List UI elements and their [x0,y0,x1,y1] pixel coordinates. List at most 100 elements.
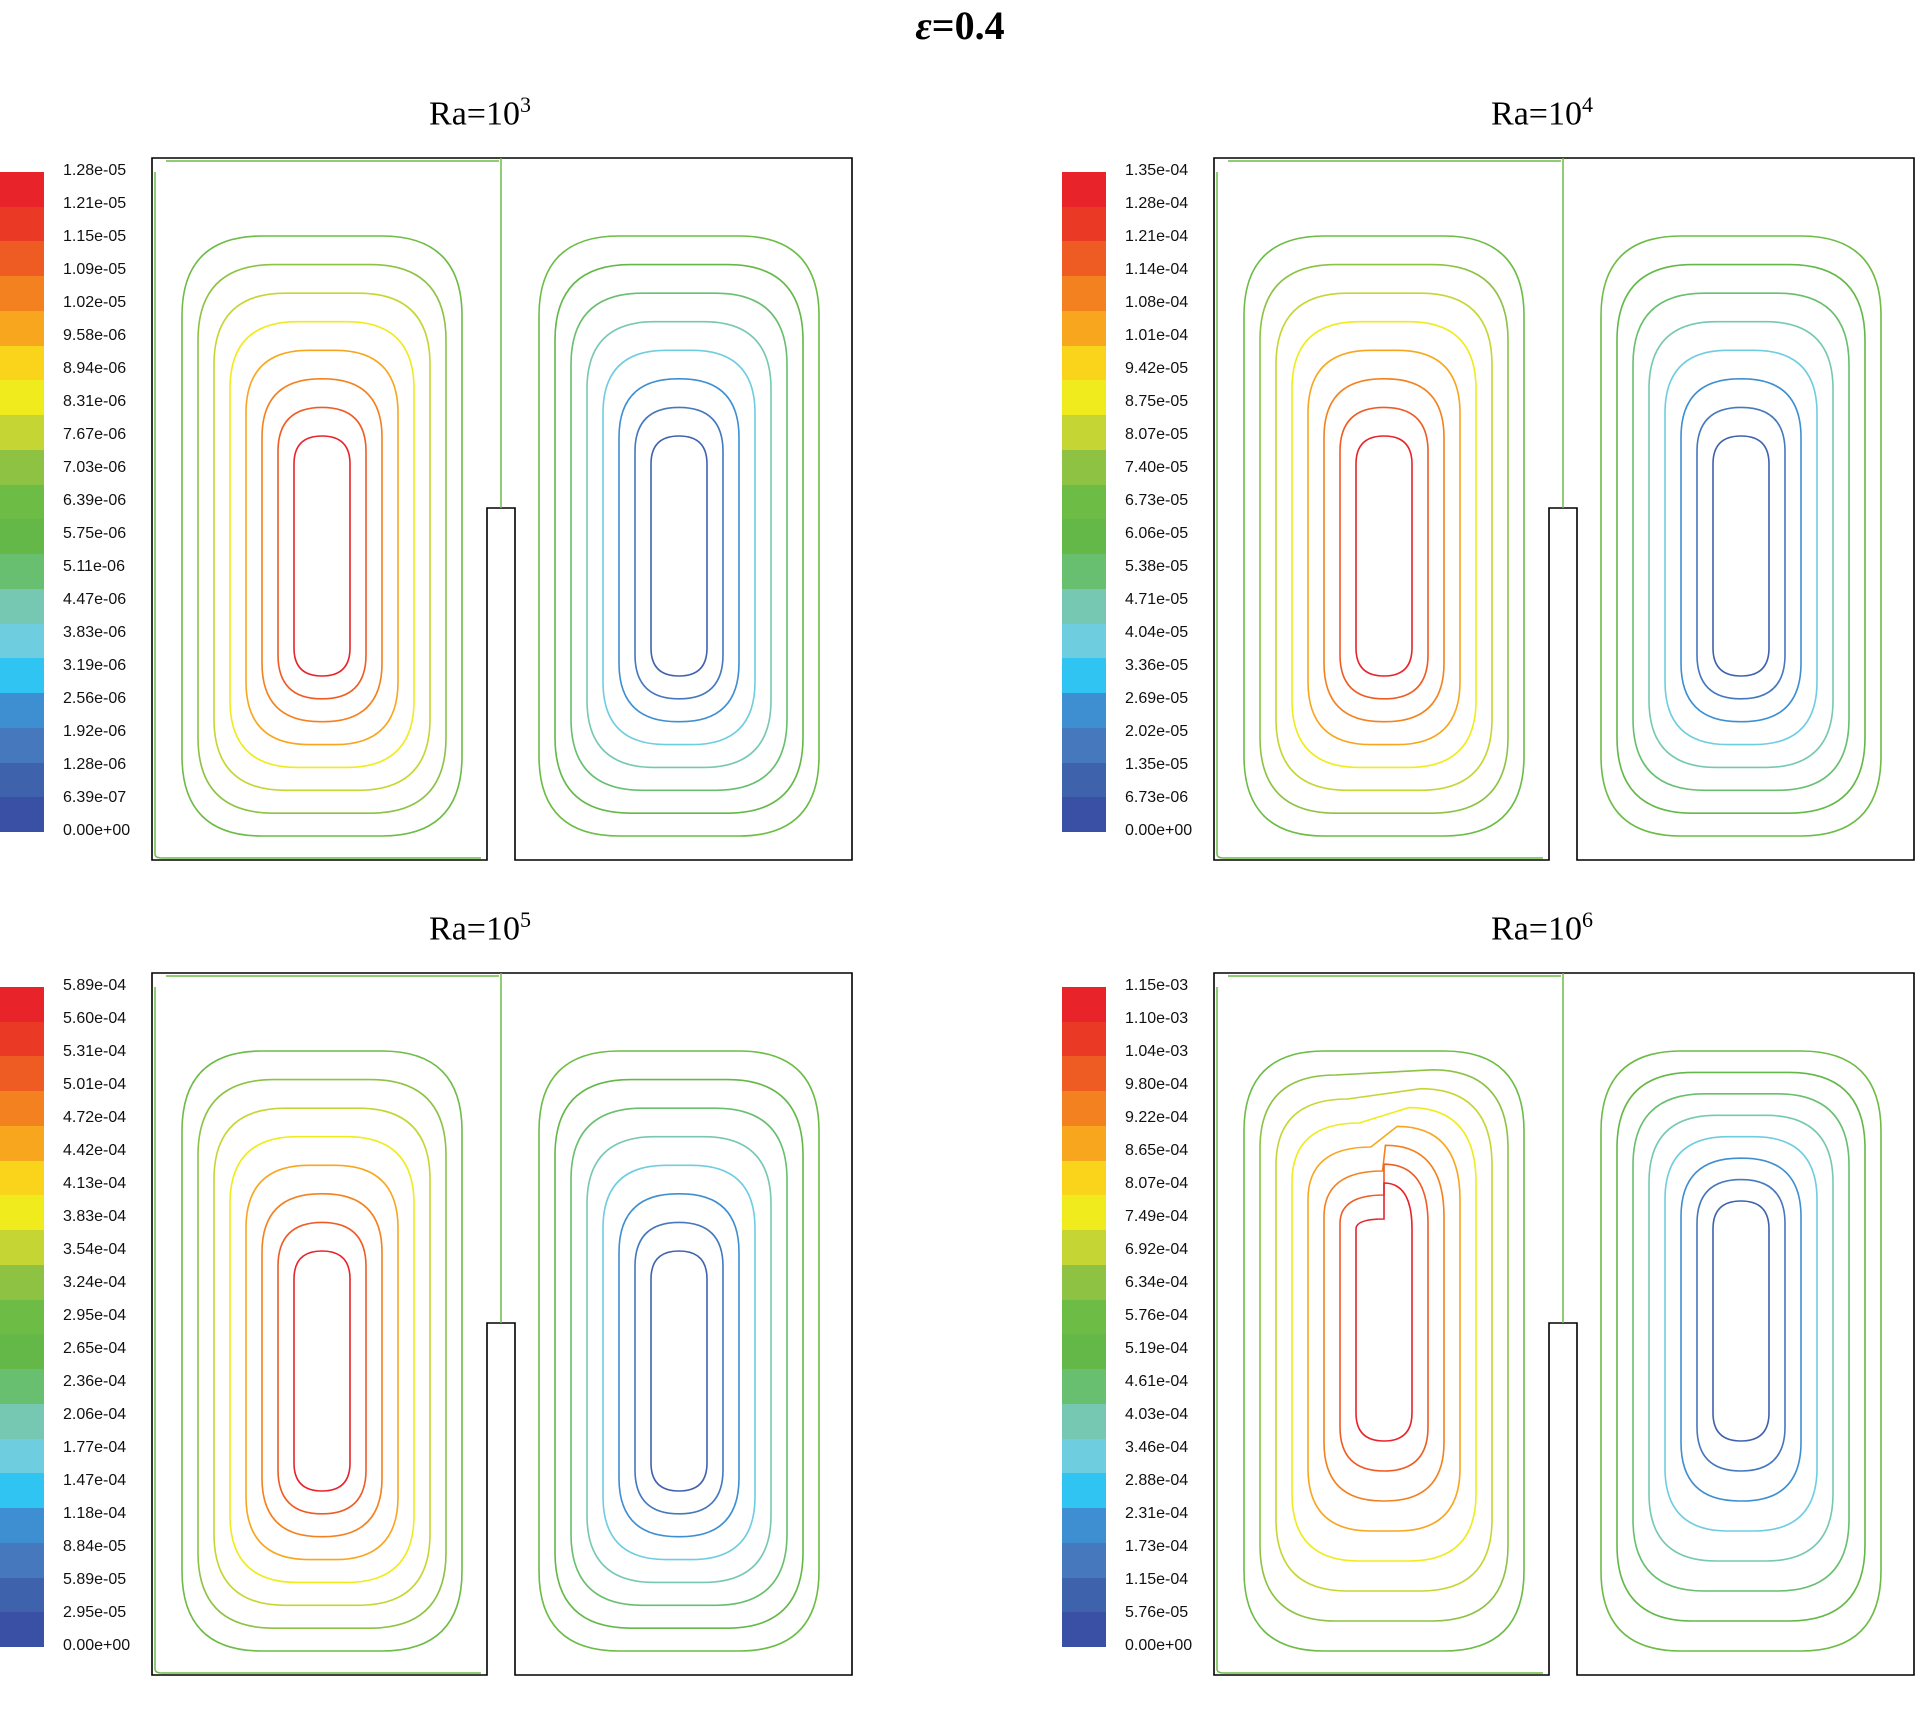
streamline-contour [650,1250,708,1492]
streamline-contour [538,235,820,837]
outer-streamline [154,975,499,1674]
colorbar-tick-label: 2.95e-05 [63,1604,127,1621]
streamline-contour [586,1135,772,1584]
streamline-contour [229,320,415,769]
colorbar-tick-label: 4.71e-05 [1125,591,1189,608]
colorbar-tick-label: 4.04e-05 [1125,624,1189,641]
streamline-contour [634,1221,724,1515]
colorbar-swatch [0,1438,44,1474]
colorbar-swatch [1062,1612,1106,1648]
colorbar-swatch [1062,1264,1106,1301]
colorbar-swatch [0,519,44,555]
streamline-contour [1616,263,1866,814]
colorbar-tick-label: 0.00e+00 [1125,822,1193,839]
panel-ra-1e5: Ra=105 5.89e-04 5.60e-04 5.31e-04 5.01e-04 4… [0,907,960,1727]
colorbar-tick-label: 8.84e-05 [63,1538,127,1555]
streamline-contour [261,1193,383,1538]
streamline-contour [293,1250,351,1492]
panel-title-base: Ra=10 [429,910,520,948]
right-vortex [538,235,820,837]
colorbar-tick-label: 2.56e-06 [63,690,127,707]
colorbar-swatch [1062,172,1106,208]
streamline-contour [1355,1182,1413,1442]
colorbar-tick-label: 7.67e-06 [63,426,127,443]
colorbar [1062,172,1106,833]
colorbar-swatch [0,658,44,694]
colorbar-swatch [1062,623,1106,659]
streamline-plot [1213,157,1915,861]
colorbar-tick-label: 1.02e-05 [63,294,127,311]
streamline-contour [245,1164,399,1561]
enclosure-wall [151,157,853,861]
colorbar-tick-label: 1.28e-06 [63,756,127,773]
colorbar-swatch [0,588,44,625]
streamline-contour [650,435,708,677]
colorbar-swatch [1062,797,1106,833]
colorbar-tick-label: 4.13e-04 [63,1175,127,1192]
colorbar-swatch [1062,554,1106,590]
streamline-plot [1213,972,1915,1676]
streamline-contour [1243,1050,1525,1652]
streamline-contour [197,263,447,814]
colorbar-tick-label: 2.88e-04 [1125,1472,1189,1489]
colorbar-swatch [0,172,44,208]
colorbar-tick-label: 3.46e-04 [1125,1439,1189,1456]
colorbar-swatch [0,1299,44,1335]
colorbar-tick-label: 1.01e-04 [1125,327,1189,344]
streamline-contour [1259,1069,1509,1622]
colorbar-tick-label: 6.39e-07 [63,789,127,806]
colorbar-tick-label: 6.34e-04 [1125,1274,1189,1291]
colorbar-swatch [1062,588,1106,625]
streamline-contour [1696,1178,1786,1472]
colorbar-swatch [0,345,44,381]
colorbar-tick-label: 8.65e-04 [1125,1142,1189,1159]
colorbar-swatch [0,206,44,242]
colorbar-tick-label: 1.92e-06 [63,723,127,740]
colorbar-swatch [0,1473,44,1509]
colorbar-tick-label: 7.40e-05 [1125,459,1189,476]
streamline-plot [151,972,853,1676]
left-vortex [181,235,463,837]
colorbar-swatch [1062,1091,1106,1127]
colorbar-tick-label: 3.83e-06 [63,624,127,641]
streamline-contour [1291,320,1477,769]
colorbar-tick-label: 5.19e-04 [1125,1340,1189,1357]
streamline-contour [1307,1125,1461,1532]
colorbar-tick-label: 1.35e-05 [1125,756,1189,773]
colorbar-swatch [0,276,44,312]
colorbar-tick-label: 4.42e-04 [63,1142,127,1159]
colorbar-swatch [0,1160,44,1196]
panel-title: Ra=106 [1062,907,1920,948]
colorbar-tick-label: 5.89e-05 [63,1571,127,1588]
colorbar-swatch [1062,693,1106,729]
streamline-contour [570,1107,788,1607]
colorbar-tick-label: 7.49e-04 [1125,1208,1189,1225]
colorbar-swatch [0,241,44,277]
streamline-contour [1600,235,1882,837]
colorbar-tick-label: 2.69e-05 [1125,690,1189,707]
colorbar-tick-label: 1.10e-03 [1125,1010,1189,1027]
figure-title: ε=0.4 [0,2,1920,49]
panel-title-base: Ra=10 [429,95,520,133]
colorbar-tick-label: 1.73e-04 [1125,1538,1189,1555]
colorbar-tick-label: 4.03e-04 [1125,1406,1189,1423]
colorbar-swatch [0,1125,44,1162]
colorbar-tick-label: 8.75e-05 [1125,393,1189,410]
streamline-contour [602,1164,756,1561]
colorbar-tick-label: 3.19e-06 [63,657,127,674]
colorbar-tick-label: 6.73e-06 [1125,789,1189,806]
streamline-contour [1680,378,1802,723]
colorbar-swatch [0,415,44,451]
right-vortex [538,1050,820,1652]
outer-streamline [1216,975,1561,1674]
colorbar-tick-label: 2.31e-04 [1125,1505,1189,1522]
figure-title-symbol: ε [915,3,932,48]
colorbar-swatch [1062,415,1106,451]
left-vortex [1243,235,1525,837]
left-vortex [1243,1050,1525,1652]
colorbar-tick-label: 4.47e-06 [63,591,127,608]
colorbar-swatch [1062,1403,1106,1440]
enclosure-wall [151,972,853,1676]
colorbar-swatch [0,484,44,520]
colorbar-swatch [1062,1438,1106,1474]
